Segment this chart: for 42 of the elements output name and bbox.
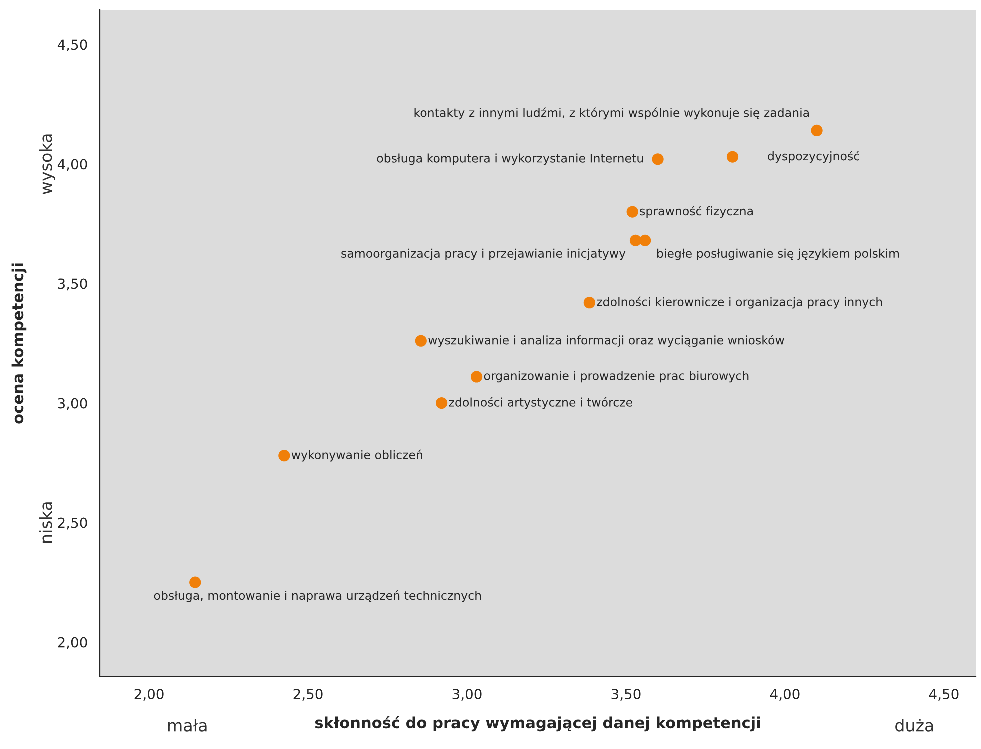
x-tick-label: 3,50 — [612, 689, 641, 701]
x-tick-label: 2,50 — [294, 689, 323, 701]
point — [436, 397, 448, 410]
y-tick-label: 4,00 — [58, 159, 88, 172]
point — [470, 371, 483, 383]
y-axis-title: ocena kompetencji — [12, 264, 27, 424]
y-tick-label: 3,50 — [58, 278, 88, 291]
x-axis-title: skłonność do pracy wymagającej danej kompetencji — [315, 716, 760, 732]
annotation: wyszukiwanie i analiza informacji oraz wyciąganie wniosków — [428, 335, 784, 348]
text: wysoka — [39, 134, 56, 194]
text: niska — [39, 502, 52, 544]
point — [630, 234, 642, 247]
annotation: obsługa, montowanie i naprawa urządzeń technicznych — [154, 590, 482, 602]
text: mała — [168, 718, 207, 732]
y-tick-label: 2,00 — [58, 637, 88, 650]
annotation: zdolności artystyczne i twórcze — [449, 397, 632, 410]
annotation: organizowanie i prowadzenie prac biurowych — [484, 371, 749, 383]
y-tick-label: 2,50 — [58, 518, 88, 530]
x-tick-label: 3,00 — [452, 689, 482, 701]
annotation: samoorganizacja pracy i przejawianie inicjatywy — [342, 248, 626, 260]
point — [584, 297, 596, 309]
annotation: sprawność fizyczna — [640, 206, 753, 218]
annotation: kontakty z innymi ludźmi, z którymi wspólnie wykonuje się zadania — [414, 108, 810, 120]
point — [626, 206, 638, 218]
point — [278, 450, 290, 462]
point — [726, 151, 739, 163]
y-tick-label: 4,50 — [58, 40, 88, 52]
point — [190, 576, 202, 588]
x-tick-label: 4,00 — [770, 689, 800, 701]
point — [640, 234, 652, 247]
text: duża — [896, 718, 934, 732]
y-tick-label: 3,00 — [58, 398, 88, 410]
x-tick-label: 2,00 — [134, 689, 164, 701]
x-tick-label: 4,50 — [929, 689, 959, 701]
annotation: obsługa komputera i wykorzystanie Internetu — [377, 154, 644, 166]
annotation: zdolności kierownicze i organizacja pracy innych — [597, 296, 882, 309]
point — [415, 335, 427, 347]
annotation: wykonywanie obliczeń — [292, 450, 422, 462]
point — [652, 154, 664, 166]
annotation: biegłe posługiwanie się językiem polskim — [657, 248, 900, 260]
annotation: dyspozycyjność — [768, 151, 860, 163]
point — [811, 124, 823, 137]
